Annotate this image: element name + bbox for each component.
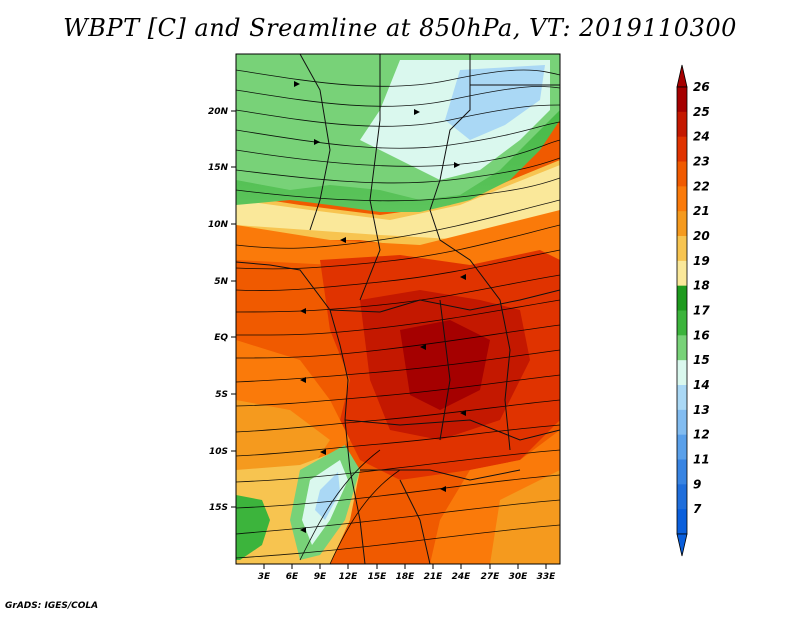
colorbar-label: 15 <box>693 353 710 367</box>
colorbar-swatch <box>677 236 687 262</box>
colorbar-label: 23 <box>693 155 710 169</box>
lon-label: 6E <box>286 572 299 582</box>
colorbar-swatch <box>677 161 687 187</box>
colorbar-swatch <box>677 87 687 113</box>
colorbar-swatch <box>677 509 687 535</box>
colorbar-swatch <box>677 459 687 485</box>
colorbar-label: 7 <box>693 502 702 516</box>
lat-label: 5S <box>215 390 228 400</box>
colorbar-swatch <box>677 385 687 411</box>
lon-label: 33E <box>537 572 557 582</box>
lat-label: 15S <box>209 503 228 513</box>
lon-label: 12E <box>339 572 359 582</box>
lat-label: 10N <box>208 220 229 230</box>
colorbar-label: 13 <box>693 403 710 417</box>
colorbar-label: 21 <box>693 204 710 218</box>
colorbar-swatch <box>677 186 687 212</box>
lon-label: 30E <box>509 572 529 582</box>
lon-ticks <box>263 564 547 569</box>
lat-label: 15N <box>208 163 229 173</box>
colorbar-label: 18 <box>693 279 710 293</box>
colorbar-label: 24 <box>693 130 710 144</box>
colorbar-swatch <box>677 409 687 436</box>
colorbar-swatch <box>677 260 687 287</box>
colorbar-swatch <box>677 335 687 361</box>
lon-label: 27E <box>481 572 501 582</box>
colorbar-top-arrow <box>676 64 688 88</box>
colorbar-label: 22 <box>693 179 710 193</box>
lon-label: 15E <box>368 572 388 582</box>
colorbar-swatch <box>677 360 687 386</box>
map-frame <box>235 53 561 565</box>
lon-label: 24E <box>452 572 472 582</box>
lat-label: 20N <box>208 107 229 117</box>
colorbar-label: 25 <box>693 105 710 119</box>
lon-label: 21E <box>424 572 444 582</box>
colorbar: 26 25 24 23 22 21 20 19 18 17 16 15 14 13 12 11 9 7 <box>676 64 710 557</box>
colorbar-swatch <box>677 136 687 162</box>
footer-credit: GrADS: IGES/COLA <box>5 601 99 611</box>
colorbar-label: 9 <box>693 477 701 491</box>
colorbar-label: 12 <box>693 428 710 442</box>
colorbar-swatch <box>677 434 687 460</box>
colorbar-swatch <box>677 211 687 237</box>
lat-labels: 20N 15N 10N 5N EQ 5S 10S 15S <box>208 107 229 513</box>
colorbar-swatch <box>677 111 687 138</box>
colorbar-label: 14 <box>693 378 710 392</box>
colorbar-swatch <box>677 310 687 336</box>
colorbar-label: 16 <box>693 328 710 342</box>
lon-label: 9E <box>314 572 327 582</box>
colorbar-swatch <box>677 484 687 510</box>
lat-label: 5N <box>214 277 228 287</box>
lat-label: 10S <box>209 447 228 457</box>
colorbar-label: 11 <box>693 453 710 467</box>
lat-ticks <box>231 110 236 508</box>
colorbar-bottom-arrow <box>676 533 688 557</box>
lon-label: 3E <box>258 572 271 582</box>
colorbar-label: 26 <box>693 80 710 94</box>
map-field <box>236 54 560 564</box>
lon-labels: 3E 6E 9E 12E 15E 18E 21E 24E 27E 30E 33E <box>258 572 556 582</box>
lon-label: 18E <box>396 572 416 582</box>
lat-label: EQ <box>214 333 228 343</box>
colorbar-swatch <box>677 285 687 311</box>
colorbar-label: 17 <box>693 304 710 318</box>
colorbar-label: 19 <box>693 254 710 268</box>
colorbar-label: 20 <box>693 229 710 243</box>
map-title: WBPT [C] and Sreamline at 850hPa, VT: 20… <box>63 14 737 42</box>
